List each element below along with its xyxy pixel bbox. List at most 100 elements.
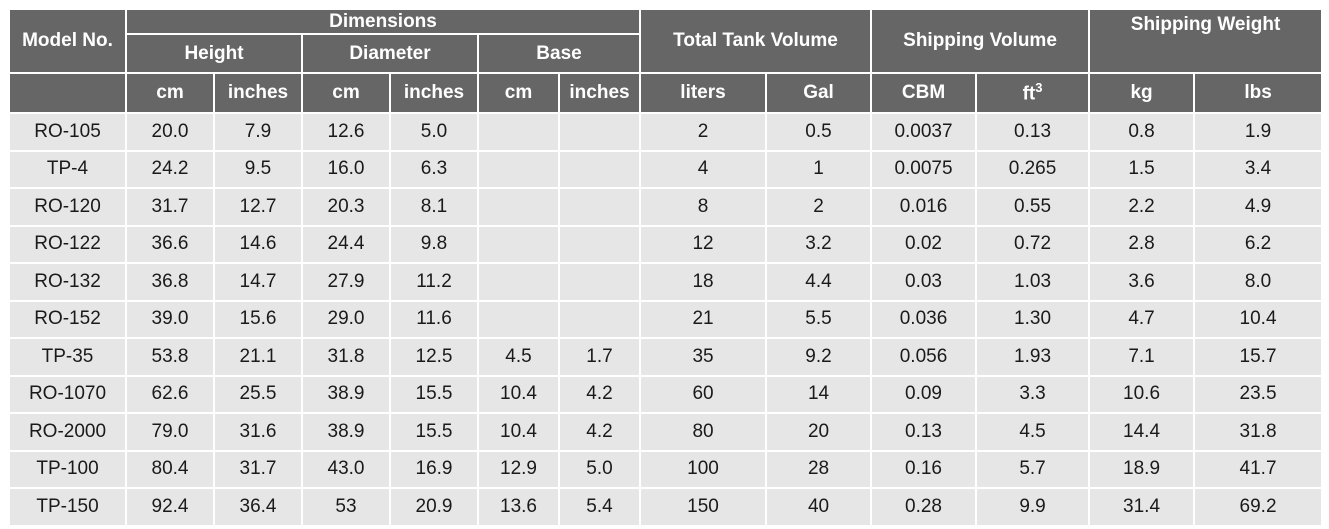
cell-volume-liters: 35 (639, 337, 768, 377)
table-row: RO-122 36.6 14.6 24.4 9.8 12 3.2 0.02 0.72 2.8 6.2 (8, 224, 1324, 264)
cell-weight-lbs: 15.7 (1193, 337, 1324, 377)
header-shipping-volume: Shipping Volume (870, 8, 1091, 74)
cell-shipping-ft3: 9.9 (975, 487, 1091, 527)
cell-height-inches: 31.7 (213, 449, 303, 489)
table-row: RO-132 36.8 14.7 27.9 11.2 18 4.4 0.03 1.03 3.6 8.… (8, 262, 1324, 302)
cell-volume-gal: 20 (765, 412, 873, 452)
cell-diameter-inches: 20.9 (389, 487, 479, 527)
cell-shipping-cbm: 0.16 (870, 449, 978, 489)
cell-model-no: TP-150 (8, 487, 127, 527)
cell-shipping-ft3: 1.30 (975, 299, 1091, 339)
header-height: Height (125, 33, 303, 74)
cell-diameter-cm: 31.8 (301, 337, 391, 377)
cell-diameter-cm: 20.3 (301, 187, 391, 227)
table-row: RO-1070 62.6 25.5 38.9 15.5 10.4 4.2 60 14 0.09 3.… (8, 374, 1324, 414)
table-row: TP-4 24.2 9.5 16.0 6.3 4 1 0.0075 0.265 1.5 3.4 (8, 149, 1324, 189)
cell-diameter-inches: 11.2 (389, 262, 479, 302)
cell-shipping-ft3: 1.03 (975, 262, 1091, 302)
cell-volume-liters: 21 (639, 299, 768, 339)
cell-height-cm: 20.0 (125, 112, 215, 152)
cell-shipping-ft3: 1.93 (975, 337, 1091, 377)
unit-height-inches: inches (213, 72, 303, 114)
cell-height-inches: 25.5 (213, 374, 303, 414)
cell-weight-lbs: 31.8 (1193, 412, 1324, 452)
cell-weight-kg: 2.8 (1088, 224, 1196, 264)
cell-base-cm (477, 112, 560, 152)
cell-weight-lbs: 4.9 (1193, 187, 1324, 227)
unit-shipping-cbm: CBM (870, 72, 978, 114)
cell-model-no: RO-152 (8, 299, 127, 339)
cell-base-inches (557, 149, 642, 189)
cell-weight-kg: 10.6 (1088, 374, 1196, 414)
cell-height-inches: 12.7 (213, 187, 303, 227)
cell-height-cm: 53.8 (125, 337, 215, 377)
cell-weight-lbs: 6.2 (1193, 224, 1324, 264)
unit-volume-gal: Gal (765, 72, 873, 114)
cell-shipping-cbm: 0.036 (870, 299, 978, 339)
cell-model-no: RO-2000 (8, 412, 127, 452)
cell-base-cm (477, 187, 560, 227)
cell-shipping-ft3: 5.7 (975, 449, 1091, 489)
cell-height-inches: 14.6 (213, 224, 303, 264)
cell-base-inches: 4.2 (557, 374, 642, 414)
header-diameter: Diameter (301, 33, 479, 74)
cell-height-inches: 31.6 (213, 412, 303, 452)
cell-shipping-ft3: 0.72 (975, 224, 1091, 264)
cell-base-inches (557, 187, 642, 227)
cell-volume-gal: 28 (765, 449, 873, 489)
table-row: RO-152 39.0 15.6 29.0 11.6 21 5.5 0.036 1.30 4.7 1… (8, 299, 1324, 339)
cell-weight-lbs: 3.4 (1193, 149, 1324, 189)
table-row: TP-100 80.4 31.7 43.0 16.9 12.9 5.0 100 28 0.16 5.… (8, 449, 1324, 489)
cell-height-inches: 9.5 (213, 149, 303, 189)
cell-weight-kg: 18.9 (1088, 449, 1196, 489)
cell-model-no: RO-1070 (8, 374, 127, 414)
cell-shipping-ft3: 0.13 (975, 112, 1091, 152)
cell-shipping-ft3: 0.265 (975, 149, 1091, 189)
cell-shipping-cbm: 0.28 (870, 487, 978, 527)
cell-height-cm: 39.0 (125, 299, 215, 339)
header-shipping-weight: Shipping Weight (1088, 8, 1324, 74)
unit-shipping-ft3: ft3 (975, 72, 1091, 114)
cell-base-inches (557, 112, 642, 152)
cell-volume-liters: 8 (639, 187, 768, 227)
cell-volume-gal: 5.5 (765, 299, 873, 339)
cell-weight-kg: 31.4 (1088, 487, 1196, 527)
unit-base-inches: inches (557, 72, 642, 114)
cell-volume-gal: 0.5 (765, 112, 873, 152)
cell-volume-liters: 150 (639, 487, 768, 527)
cell-height-cm: 31.7 (125, 187, 215, 227)
cell-volume-gal: 1 (765, 149, 873, 189)
cell-volume-liters: 12 (639, 224, 768, 264)
tank-specifications-table: Model No. Dimensions Total Tank Volume S… (8, 8, 1324, 527)
cell-shipping-cbm: 0.0075 (870, 149, 978, 189)
table-row: RO-105 20.0 7.9 12.6 5.0 2 0.5 0.0037 0.13 0.8 1.9 (8, 112, 1324, 152)
unit-ft-exponent: 3 (1035, 80, 1043, 96)
cell-height-cm: 36.6 (125, 224, 215, 264)
header-model-no: Model No. (8, 8, 127, 74)
cell-diameter-inches: 15.5 (389, 374, 479, 414)
cell-base-cm: 10.4 (477, 412, 560, 452)
unit-diameter-inches: inches (389, 72, 479, 114)
cell-model-no: TP-4 (8, 149, 127, 189)
table-body: RO-105 20.0 7.9 12.6 5.0 2 0.5 0.0037 0.13 0.8 1.9… (8, 112, 1324, 527)
cell-diameter-inches: 8.1 (389, 187, 479, 227)
specs-table-container: Model No. Dimensions Total Tank Volume S… (8, 8, 1324, 527)
cell-diameter-inches: 6.3 (389, 149, 479, 189)
cell-base-inches (557, 224, 642, 264)
cell-weight-lbs: 69.2 (1193, 487, 1324, 527)
cell-diameter-inches: 5.0 (389, 112, 479, 152)
cell-base-inches (557, 299, 642, 339)
header-total-tank-volume: Total Tank Volume (639, 8, 873, 74)
cell-volume-liters: 80 (639, 412, 768, 452)
cell-height-inches: 15.6 (213, 299, 303, 339)
cell-height-cm: 92.4 (125, 487, 215, 527)
cell-volume-gal: 2 (765, 187, 873, 227)
cell-diameter-inches: 11.6 (389, 299, 479, 339)
cell-model-no: RO-132 (8, 262, 127, 302)
cell-shipping-cbm: 0.02 (870, 224, 978, 264)
cell-diameter-cm: 53 (301, 487, 391, 527)
cell-weight-lbs: 8.0 (1193, 262, 1324, 302)
cell-diameter-inches: 12.5 (389, 337, 479, 377)
cell-diameter-cm: 43.0 (301, 449, 391, 489)
cell-weight-kg: 7.1 (1088, 337, 1196, 377)
